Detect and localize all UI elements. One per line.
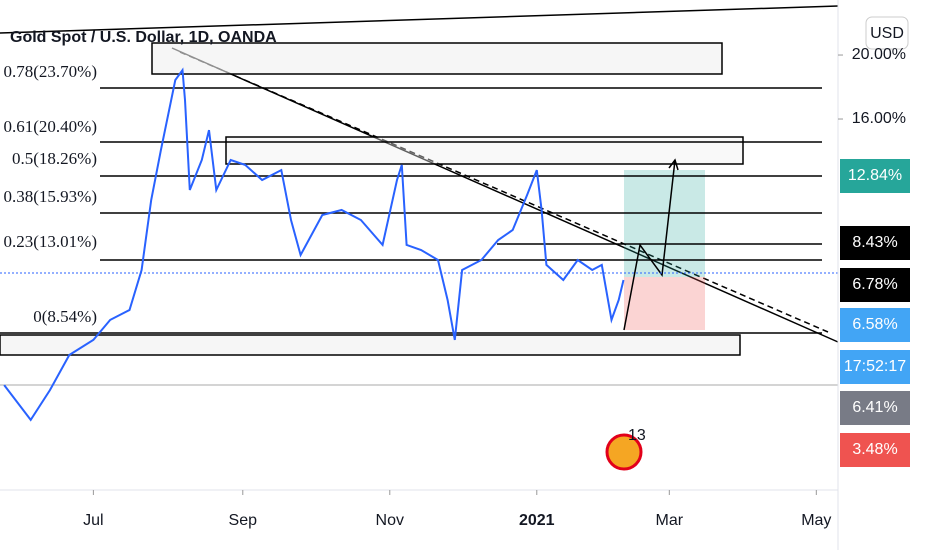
- price-tag-label: 8.43%: [852, 234, 897, 251]
- currency-label[interactable]: USD: [870, 25, 904, 42]
- x-tick-label: Mar: [656, 512, 684, 529]
- fib-label: 0.38(15.93%): [4, 187, 97, 206]
- zone-box: [225, 136, 744, 165]
- fib-label: 0(8.54%): [33, 307, 97, 326]
- y-tick-label: 16.00%: [852, 110, 906, 127]
- price-tag: [840, 391, 910, 425]
- price-tag: [840, 433, 910, 467]
- price-tag-label: 12.84%: [848, 167, 902, 184]
- price-tag-label: 17:52:17: [844, 358, 906, 375]
- trendline: [0, 5, 839, 34]
- price-tag-label: 6.78%: [852, 276, 897, 293]
- stop-zone: [624, 277, 705, 330]
- fib-label: 0.61(20.40%): [4, 117, 97, 136]
- currency-button[interactable]: [865, 16, 909, 50]
- arrow-head: [668, 158, 679, 171]
- fib-label: 0.5(18.26%): [12, 149, 97, 168]
- fib-label: 0.23(13.01%): [4, 232, 97, 251]
- price-tag-label: 3.48%: [852, 441, 897, 458]
- x-tick-label: Sep: [229, 512, 258, 529]
- price-tag: [840, 308, 910, 342]
- price-line: [3, 67, 625, 422]
- price-tag: [840, 350, 910, 384]
- drawings: [0, 0, 839, 550]
- target-zone: [624, 170, 705, 277]
- chart-title: Gold Spot / U.S. Dollar, 1D, OANDA: [10, 29, 277, 46]
- x-tick-label: Nov: [376, 512, 404, 529]
- fib-label: 0.78(23.70%): [4, 62, 97, 81]
- zone-box: [0, 334, 741, 356]
- zone-box: [151, 42, 723, 75]
- dashed-trendline: [179, 51, 829, 333]
- y-tick-label: 20.00%: [852, 46, 906, 63]
- flag-icon: [605, 433, 643, 471]
- badge-count: 13: [628, 427, 646, 444]
- price-tag: [840, 226, 910, 260]
- x-tick-label: 2021: [519, 512, 555, 529]
- price-tag-label: 6.41%: [852, 399, 897, 416]
- price-tag-label: 6.58%: [852, 316, 897, 333]
- price-tag: [840, 268, 910, 302]
- price-tag: [840, 159, 910, 193]
- x-tick-label: May: [801, 512, 831, 529]
- x-tick-label: Jul: [83, 512, 103, 529]
